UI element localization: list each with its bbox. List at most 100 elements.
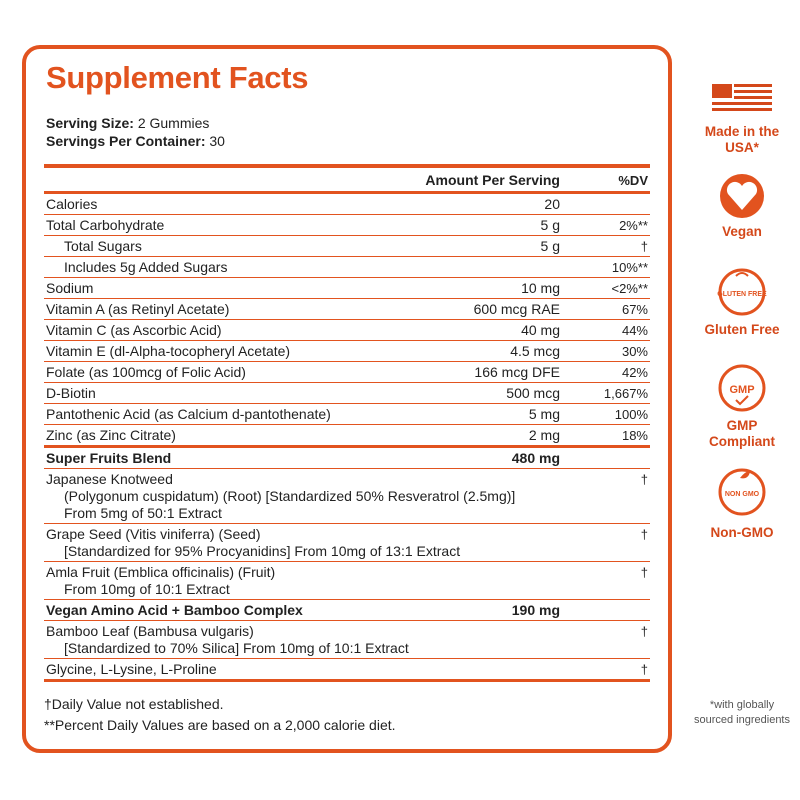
- serving-label: Serving Size:: [46, 115, 134, 131]
- serving-line: Serving Size: 2 Gummies: [46, 114, 225, 132]
- amount-header: Amount Per Serving: [425, 172, 560, 188]
- flag-icon: [712, 84, 772, 111]
- ingredient-name: Glycine, L-Lysine, L-Proline: [44, 661, 560, 678]
- ingredient-row: Bamboo Leaf (Bambusa vulgaris) [Standardi…: [44, 621, 650, 659]
- header-row: Amount Per Serving %DV: [44, 168, 650, 194]
- nutrient-dv: 1,667%: [603, 386, 648, 401]
- nutrient-row: Pantothenic Acid (as Calcium d-pantothen…: [44, 404, 650, 425]
- ingredient-line: Glycine, L-Lysine, L-Proline: [46, 661, 217, 677]
- blend-amount: 190 mg: [511, 602, 560, 618]
- blend-row: Super Fruits Blend 480 mg: [44, 448, 650, 469]
- nutrient-row: Vitamin C (as Ascorbic Acid) 40 mg 44%: [44, 320, 650, 341]
- ingredient-line: Japanese Knotweed: [46, 471, 173, 487]
- serving-label: Servings Per Container:: [46, 133, 206, 149]
- badge-label: Vegan: [722, 224, 762, 239]
- badge-icon-text: GMP: [729, 384, 754, 396]
- blend-amount: 480 mg: [511, 450, 560, 466]
- nutrient-name: Folate (as 100mcg of Folic Acid): [46, 364, 246, 380]
- footnote: †Daily Value not established.: [44, 696, 224, 712]
- nutrient-row: Sodium 10 mg <2%**: [44, 278, 650, 299]
- nutrient-row: Folate (as 100mcg of Folic Acid) 166 mcg …: [44, 362, 650, 383]
- footnotes: †Daily Value not established. **Percent D…: [44, 694, 396, 736]
- facts-table: Amount Per Serving %DV Calories 20 Total Car…: [44, 164, 650, 682]
- nutrient-dv: 100%: [614, 407, 648, 422]
- badge-label: GMP Compliant: [709, 418, 775, 449]
- nutrient-dv: 67%: [621, 302, 648, 317]
- nutrient-dv: 18%: [621, 428, 648, 443]
- title: Supplement Facts: [46, 60, 309, 95]
- ingredient-name: Amla Fruit (Emblica officinalis) (Fruit)…: [44, 564, 560, 598]
- ingredient-row: Japanese Knotweed (Polygonum cuspidatum) …: [44, 469, 650, 524]
- dv-header: %DV: [618, 173, 648, 188]
- footnote: **Percent Daily Values are based on a 2,…: [44, 717, 396, 733]
- nutrient-name: Total Sugars: [64, 238, 142, 254]
- badge-label: Made in the USA*: [704, 124, 780, 155]
- blend-name: Vegan Amino Acid + Bamboo Complex: [46, 602, 303, 618]
- nutrient-dv: 10%**: [611, 260, 648, 275]
- ingredient-dv: †: [640, 527, 648, 542]
- vegan-icon: [720, 174, 764, 218]
- nutrient-row: D-Biotin 500 mcg 1,667%: [44, 383, 650, 404]
- ingredient-row: Amla Fruit (Emblica officinalis) (Fruit)…: [44, 562, 650, 600]
- label-panel: [22, 45, 672, 753]
- nutrient-amount: 10 mg: [521, 280, 560, 296]
- badge-label: Non-GMO: [710, 525, 774, 540]
- nutrient-name: Zinc (as Zinc Citrate): [46, 427, 176, 443]
- nutrient-dv: 42%: [621, 365, 648, 380]
- nutrient-name: Vitamin E (dl-Alpha-tocopheryl Acetate): [46, 343, 291, 359]
- ingredient-dv: †: [640, 565, 648, 580]
- ingredient-dv: †: [640, 662, 648, 677]
- serving-info: Serving Size: 2 Gummies Servings Per Cont…: [46, 114, 225, 150]
- badge-icons: GLUTEN FREE GMP NON GMO: [712, 84, 772, 516]
- nutrient-row: Calories 20: [44, 194, 650, 215]
- ingredient-name: Grape Seed (Vitis viniferra) (Seed) [Stan…: [44, 526, 560, 560]
- ingredient-line: (Polygonum cuspidatum) (Root) [Standardi…: [64, 488, 516, 504]
- nutrient-amount: 5 g: [540, 238, 560, 254]
- non-gmo-icon: [718, 468, 766, 516]
- ingredient-dv: †: [640, 624, 648, 639]
- serving-value: 2 Gummies: [137, 115, 210, 131]
- nutrient-name: Sodium: [46, 280, 94, 296]
- nutrient-name: Calories: [46, 196, 98, 212]
- nutrient-dv: 30%: [621, 344, 648, 359]
- nutrient-name: Total Carbohydrate: [46, 217, 165, 233]
- nutrient-amount: 500 mcg: [506, 385, 560, 401]
- ingredient-line: From 10mg of 10:1 Extract: [64, 581, 230, 597]
- nutrient-row: Total Carbohydrate 5 g 2%**: [44, 215, 650, 236]
- nutrient-name: Vitamin C (as Ascorbic Acid): [46, 322, 222, 338]
- nutrient-amount: 166 mcg DFE: [474, 364, 560, 380]
- nutrient-amount: 600 mcg RAE: [473, 301, 560, 317]
- badge-label: Gluten Free: [704, 322, 780, 337]
- ingredient-line: [Standardized to 70% Silica] From 10mg o…: [64, 640, 409, 656]
- nutrient-amount: 5 g: [540, 217, 560, 233]
- blend-row: Vegan Amino Acid + Bamboo Complex 190 mg: [44, 600, 650, 621]
- ingredient-dv: †: [640, 472, 648, 487]
- ingredient-line: Amla Fruit (Emblica officinalis) (Fruit): [46, 564, 276, 580]
- side-note: *with globally sourced ingredients: [693, 699, 790, 726]
- ingredient-line: From 5mg of 50:1 Extract: [64, 505, 222, 521]
- blend-name: Super Fruits Blend: [46, 450, 172, 466]
- ingredient-line: Bamboo Leaf (Bambusa vulgaris): [46, 623, 254, 639]
- ingredient-line: [Standardized for 95% Procyanidins] From…: [64, 543, 461, 559]
- nutrient-name: D-Biotin: [46, 385, 96, 401]
- ingredient-name: Bamboo Leaf (Bambusa vulgaris) [Standardi…: [44, 623, 560, 657]
- serving-line: Servings Per Container: 30: [46, 132, 225, 150]
- nutrient-amount: 40 mg: [521, 322, 560, 338]
- gmp-icon: [718, 364, 766, 412]
- nutrient-row: Zinc (as Zinc Citrate) 2 mg 18%: [44, 425, 650, 448]
- ingredient-row: Grape Seed (Vitis viniferra) (Seed) [Stan…: [44, 524, 650, 562]
- badge-icon-text: GLUTEN FREE: [717, 291, 767, 298]
- ingredient-row: Glycine, L-Lysine, L-Proline †: [44, 659, 650, 682]
- nutrient-dv: 44%: [621, 323, 648, 338]
- badge-icon-text: NON GMO: [725, 491, 760, 498]
- nutrient-row: Vitamin A (as Retinyl Acetate) 600 mcg RA…: [44, 299, 650, 320]
- nutrient-amount: 4.5 mcg: [510, 343, 560, 359]
- nutrient-amount: 2 mg: [528, 427, 560, 443]
- nutrient-dv: †: [640, 239, 648, 254]
- nutrient-name: Pantothenic Acid (as Calcium d-pantothen…: [46, 406, 331, 422]
- nutrient-row: Vitamin E (dl-Alpha-tocopheryl Acetate) 4…: [44, 341, 650, 362]
- ingredient-name: Japanese Knotweed (Polygonum cuspidatum) …: [44, 471, 560, 522]
- ingredient-line: Grape Seed (Vitis viniferra) (Seed): [46, 526, 261, 542]
- serving-value: 30: [209, 133, 225, 149]
